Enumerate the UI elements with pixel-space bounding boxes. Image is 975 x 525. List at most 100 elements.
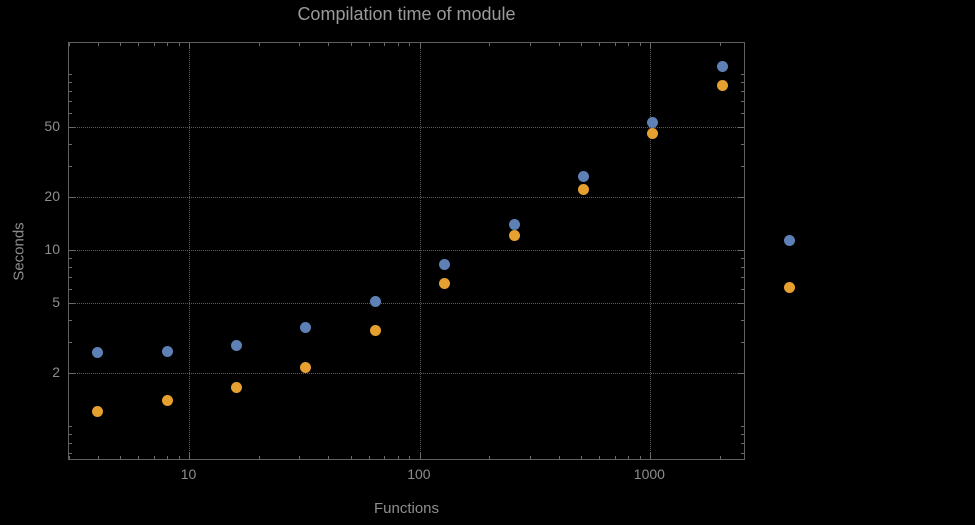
data-point-series-1 [577,171,589,183]
minor-tick-x [299,456,301,459]
minor-tick-x [397,456,399,459]
data-point-series-2 [716,79,728,91]
minor-tick-y [69,266,72,268]
minor-tick-x [328,43,330,46]
minor-tick-x [529,43,531,46]
data-point-series-1 [369,295,381,307]
gridline-y-50 [69,126,744,128]
x-tick-label-1000: 1000 [633,466,665,482]
minor-tick-y [69,442,72,444]
minor-tick-x [69,43,70,46]
chart-title: Compilation time of module [297,4,516,24]
minor-tick-x [384,43,386,46]
minor-tick-y [741,73,744,75]
minor-tick-y [741,143,744,145]
major-tick-x [189,43,191,49]
minor-tick-y [741,452,744,454]
major-tick-y [738,372,744,374]
minor-tick-x [299,43,301,46]
major-tick-y [738,126,744,128]
data-point-series-2 [577,184,589,196]
minor-tick-x [628,43,630,46]
minor-tick-x [409,43,411,46]
minor-tick-x [138,456,140,459]
minor-tick-x [558,43,560,46]
minor-tick-x [639,43,641,46]
major-tick-y [738,196,744,198]
minor-tick-y [741,165,744,167]
gridline-y-20 [69,196,744,198]
minor-tick-y [69,165,72,167]
minor-tick-x [69,456,70,459]
minor-tick-x [639,456,641,459]
minor-tick-x [599,43,601,46]
major-tick-x [189,453,191,459]
minor-tick-x [178,43,180,46]
minor-tick-y [741,433,744,435]
minor-tick-y [741,266,744,268]
minor-tick-y [69,319,72,321]
major-tick-y [69,126,75,128]
minor-tick-y [741,288,744,290]
y-tick-label-5: 5 [52,293,60,310]
minor-tick-y [741,112,744,114]
minor-tick-x [178,456,180,459]
y-tick-label-10: 10 [44,240,60,257]
minor-tick-x [328,456,330,459]
minor-tick-x [97,456,99,459]
data-point-series-2 [439,278,451,290]
data-point-series-2 [231,381,243,393]
y-tick-label-50: 50 [44,117,60,134]
minor-tick-y [69,277,72,279]
minor-tick-y [741,91,744,92]
gridline-y-2 [69,372,744,374]
minor-tick-x [120,43,122,46]
data-point-series-1 [161,345,173,357]
minor-tick-x [558,456,560,459]
data-point-series-2 [161,394,173,406]
minor-tick-x [167,456,169,459]
minor-tick-x [489,456,491,459]
data-point-series-2 [369,324,381,336]
major-tick-y [69,249,75,251]
minor-tick-x [614,43,616,46]
minor-tick-x [581,456,582,459]
minor-tick-x [719,456,721,459]
minor-tick-y [69,112,72,114]
minor-tick-y [741,257,744,259]
y-tick-label-2: 2 [52,363,60,380]
x-tick-label-100: 100 [407,466,431,482]
minor-tick-y [69,101,72,103]
minor-tick-x [397,43,399,46]
gridline-x-100 [419,43,421,459]
minor-tick-y [69,288,72,290]
minor-tick-y [741,425,744,427]
minor-tick-y [741,277,744,279]
minor-tick-x [120,456,122,459]
minor-tick-x [599,456,601,459]
gridline-y-5 [69,302,744,304]
minor-tick-y [741,442,744,444]
minor-tick-y [69,82,72,84]
minor-tick-x [384,456,386,459]
data-point-series-2 [508,230,520,242]
minor-tick-x [628,456,630,459]
minor-tick-y [69,73,72,75]
minor-tick-y [741,341,744,343]
major-tick-y [738,249,744,251]
data-point-series-1 [231,340,243,352]
data-point-series-2 [92,406,104,418]
data-point-series-1 [716,61,728,73]
data-point-series-1 [647,116,659,128]
minor-tick-x [409,456,411,459]
minor-tick-y [741,101,744,103]
minor-tick-x [153,456,155,459]
major-tick-x [650,453,652,459]
minor-tick-x [350,43,352,46]
data-point-series-1 [439,259,451,271]
gridline-x-1000 [650,43,652,459]
major-tick-x [419,453,421,459]
major-tick-x [650,43,652,49]
minor-tick-x [167,43,169,46]
